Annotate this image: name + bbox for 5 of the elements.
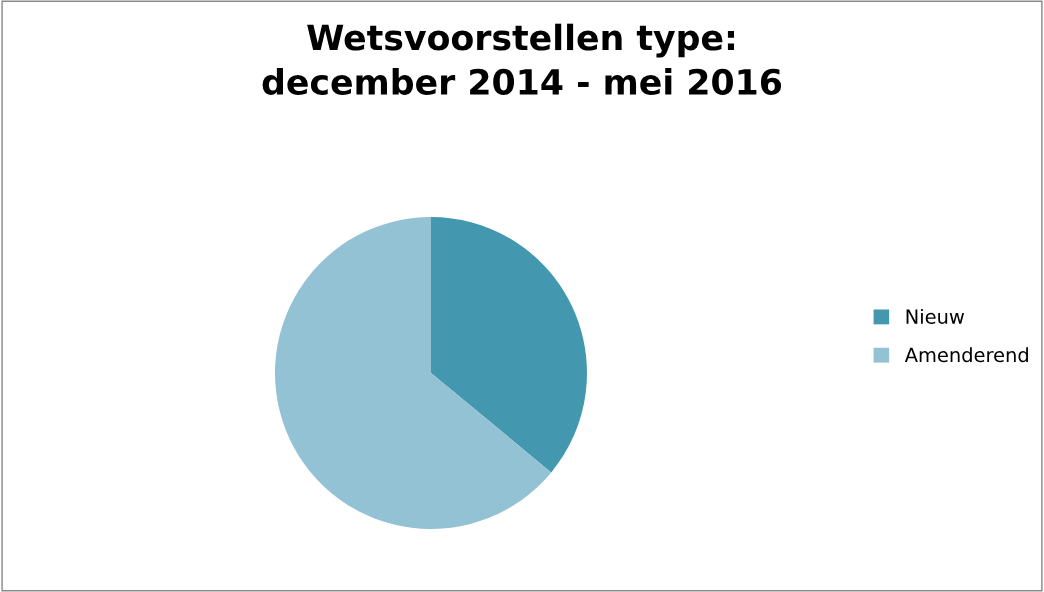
pie-slice xyxy=(275,217,552,529)
legend-label: Amenderend xyxy=(904,347,1028,363)
chart-title: Wetsvoorstellen type: december 2014 - mei 2016 xyxy=(262,23,782,95)
legend-label: Nieuw xyxy=(906,308,965,324)
pie-slice xyxy=(431,217,587,473)
